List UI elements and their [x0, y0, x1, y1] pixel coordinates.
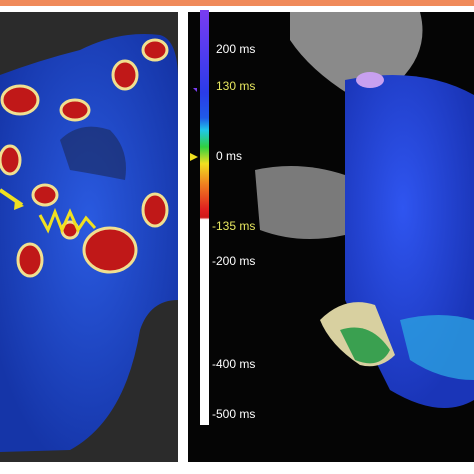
scale-label: -400 ms	[212, 357, 255, 371]
marker	[193, 88, 197, 92]
scale-label: 0 ms	[216, 149, 242, 163]
left-map	[0, 12, 178, 462]
scale-label: -500 ms	[212, 407, 255, 421]
scale-label: 200 ms	[216, 42, 255, 56]
color-scale	[200, 10, 209, 425]
scale-label: -135 ms	[212, 219, 255, 233]
marker	[190, 153, 198, 161]
scale-label: 130 ms	[216, 79, 255, 93]
right-map	[188, 12, 474, 462]
scale-label: -200 ms	[212, 254, 255, 268]
top-bar	[0, 0, 474, 6]
